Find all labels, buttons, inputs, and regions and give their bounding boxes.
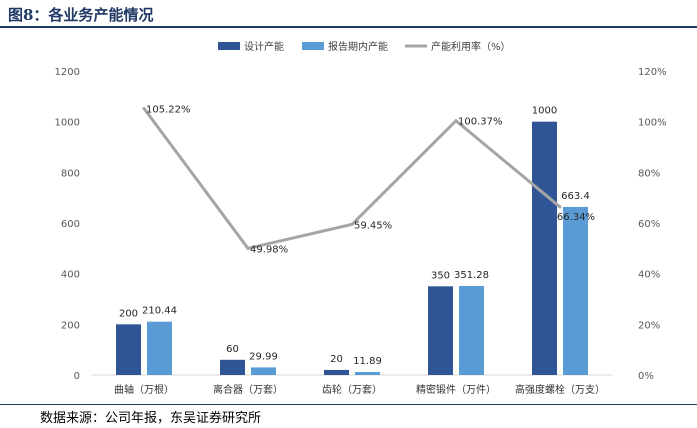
- y-left-tick-label: 600: [61, 219, 80, 230]
- bar-data-label: 1000: [532, 106, 557, 117]
- y-right-tick-label: 0%: [638, 371, 654, 382]
- utilization-point: [142, 106, 146, 110]
- line-data-label: 49.98%: [250, 244, 288, 255]
- bar-data-label: 210.44: [142, 306, 177, 317]
- y-right-tick-label: 80%: [638, 168, 660, 179]
- y-right-tick-label: 100%: [638, 118, 667, 129]
- y-left-tick-label: 400: [61, 270, 80, 281]
- bar: [428, 286, 453, 375]
- y-left-tick-label: 1000: [55, 118, 80, 129]
- y-axis-right: 0% 20% 40% 60% 80% 100% 120%: [638, 67, 667, 382]
- x-axis-category-label: 曲轴（万根）: [114, 383, 174, 396]
- source-rule: [0, 404, 697, 405]
- bar-data-label: 11.89: [353, 356, 382, 367]
- y-left-tick-label: 1200: [55, 67, 80, 78]
- bar-data-label: 351.28: [454, 270, 489, 281]
- x-axis-category-label: 高强度螺栓（万支）: [515, 383, 605, 396]
- x-axis-category-label: 离合器（万套）: [213, 383, 283, 396]
- bar: [355, 371, 380, 375]
- bar: [220, 359, 245, 375]
- y-right-tick-label: 20%: [638, 320, 660, 331]
- utilization-polyline: [142, 107, 561, 251]
- y-axis-left: 0 200 400 600 800 1000 1200: [55, 67, 80, 382]
- bar: [116, 324, 141, 375]
- line-data-label: 59.45%: [354, 220, 392, 231]
- y-left-tick-label: 200: [61, 320, 80, 331]
- utilization-point: [558, 205, 562, 209]
- y-left-tick-label: 0: [74, 371, 80, 382]
- chart: 设计产能 报告期内产能 产能利用率（%） 0 200 400 600 800 1000 1200…: [55, 40, 667, 396]
- line-data-label: 100.37%: [458, 117, 503, 128]
- utilization-point: [246, 246, 250, 250]
- legend-swatch: [302, 42, 324, 50]
- y-left-tick-label: 800: [61, 168, 80, 179]
- bar-data-label: 20: [330, 354, 343, 365]
- utilization-point: [350, 222, 354, 226]
- bar: [324, 369, 349, 375]
- bar: [251, 367, 276, 375]
- bar-data-label: 29.99: [249, 351, 278, 362]
- bar-data-label: 60: [226, 344, 239, 355]
- bar: [147, 321, 172, 375]
- bar-data-label: 200: [119, 308, 138, 319]
- y-right-tick-label: 60%: [638, 219, 660, 230]
- legend-label: 设计产能: [244, 40, 284, 53]
- y-right-tick-label: 120%: [638, 67, 667, 78]
- x-axis-category-label: 齿轮（万套）: [322, 383, 382, 396]
- bar-data-label: 350: [431, 270, 450, 281]
- bar: [459, 286, 484, 375]
- legend-label: 产能利用率（%）: [431, 40, 511, 53]
- bar: [532, 121, 557, 376]
- y-right-tick-label: 40%: [638, 270, 660, 281]
- utilization-point: [454, 119, 458, 123]
- utilization-line: [142, 106, 562, 251]
- figure-title: 图8：各业务产能情况: [8, 6, 154, 24]
- line-data-label: 105.22%: [146, 104, 191, 115]
- data-labels: 200 60 20 350 1000 210.44 29.99 11.89 351.28 663.…: [119, 104, 595, 367]
- x-axis-categories: 曲轴（万根） 离合器（万套） 齿轮（万套） 精密锻件（万件） 高强度螺栓（万支）: [114, 383, 605, 396]
- source-note: 数据来源：公司年报，东吴证券研究所: [40, 411, 262, 426]
- bars: [116, 121, 588, 376]
- legend: 设计产能 报告期内产能 产能利用率（%）: [218, 40, 511, 53]
- bar: [563, 206, 588, 375]
- x-axis-category-label: 精密锻件（万件）: [416, 383, 496, 396]
- title-rule: [0, 26, 697, 28]
- legend-swatch: [218, 42, 240, 50]
- bar-data-label: 663.4: [561, 191, 590, 202]
- legend-label: 报告期内产能: [328, 40, 388, 53]
- line-data-label: 66.34%: [557, 212, 595, 223]
